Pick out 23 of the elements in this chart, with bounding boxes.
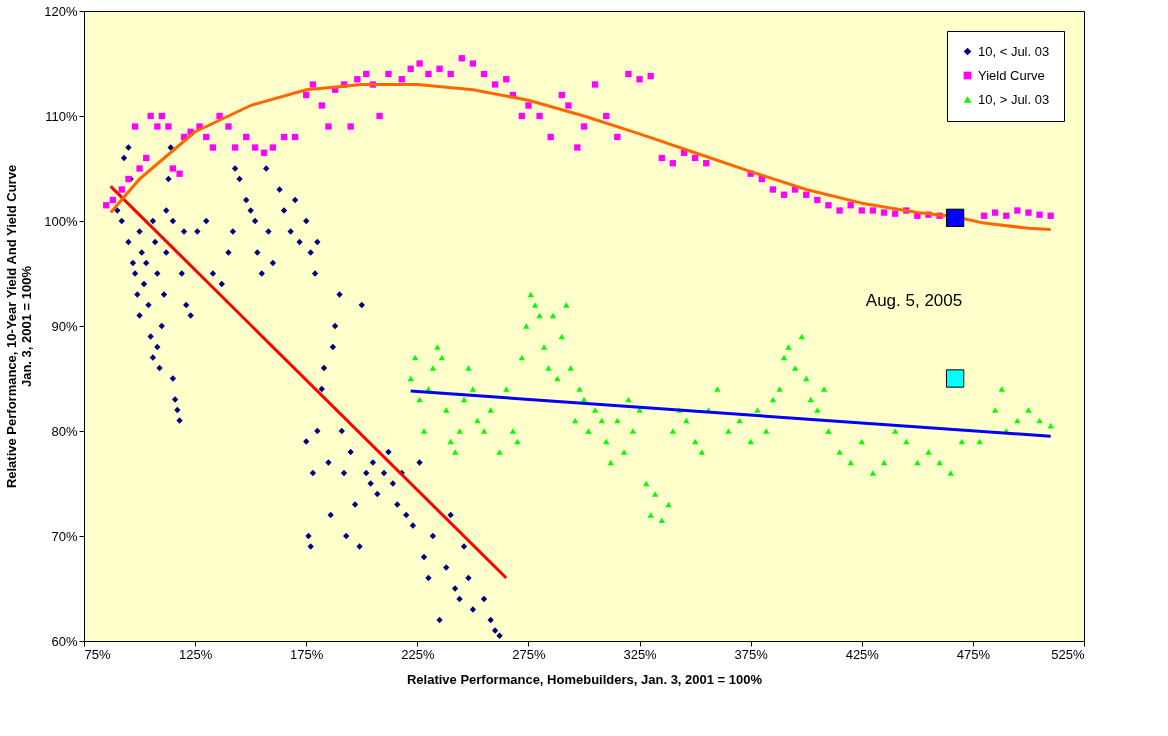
y-tick-label: 70%	[51, 528, 78, 544]
x-tick-label: 325%	[623, 646, 658, 662]
x-tick-label: 475%	[956, 646, 991, 662]
legend-label: 10, > Jul. 03	[978, 91, 1050, 107]
x-tick-label: 375%	[734, 646, 769, 662]
x-tick-label: 225%	[401, 646, 435, 662]
y-tick-label: 110%	[45, 108, 78, 124]
y-tick-label: 100%	[44, 213, 78, 229]
x-tick-label: 275%	[512, 646, 547, 662]
x-axis-title: Relative Performance, Homebuilders, Jan. 3, 2001 = 100%	[406, 671, 763, 687]
x-tick-label: 425%	[845, 646, 880, 662]
annotation: Aug. 5, 2005	[865, 291, 963, 310]
y-tick-label: 60%	[51, 633, 78, 649]
x-tick-label: 75%	[84, 646, 111, 662]
x-tick-label: 525%	[1051, 646, 1085, 662]
x-tick-label: 175%	[290, 646, 324, 662]
y-tick-label: 120%	[44, 3, 78, 19]
y-axis-title: Relative Performance, 10-Year Yield And Yield Curve Jan. 3, 2001 = 100%	[4, 164, 35, 489]
y-tick-label: 80%	[51, 423, 78, 439]
x-tick-label: 125%	[178, 646, 213, 662]
legend-label: Yield Curve	[978, 67, 1045, 83]
legend-label: 10, < Jul. 03	[978, 43, 1050, 59]
y-tick-label: 90%	[51, 318, 78, 334]
